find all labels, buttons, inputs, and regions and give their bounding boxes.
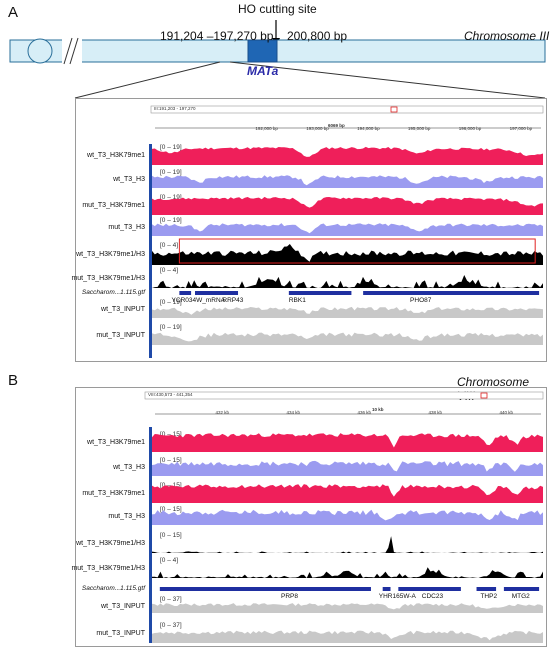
axis-tick-label: 432 kb: [215, 410, 230, 415]
coverage-track: [152, 332, 543, 345]
coverage-track: [152, 484, 543, 503]
track-label: mut_T3_H3K79me1: [82, 202, 145, 209]
track-range: [0 – 37]: [160, 622, 182, 629]
track-range: [0 – 19]: [160, 324, 182, 331]
track-label: wt_T3_H3K79me1/H3: [76, 250, 145, 258]
track-label: mut_T3_H3: [108, 513, 145, 521]
track-label: mut_T3_H3K79me1: [82, 490, 145, 497]
panel-b-letter: B: [8, 372, 19, 389]
gene-label: CDC23: [421, 593, 444, 600]
axis-tick-label: 196,000 bp: [458, 126, 482, 131]
track-label: mut_T3_H3: [108, 224, 145, 232]
browser-a-span: 6069 bp: [328, 123, 345, 128]
gene-label: PRP8: [281, 593, 298, 600]
track-label: wt_T3_INPUT: [101, 306, 145, 314]
track-label: mut_T3_H3K79me1/H3: [71, 275, 145, 282]
track-label: mut_T3_H3K79me1/H3: [71, 565, 145, 572]
gene-annotation-track: [159, 587, 540, 591]
axis-tick-label: 440 kb: [499, 410, 514, 415]
mata-locus-label: MATa: [247, 64, 279, 78]
gene-annotation-track: [179, 291, 540, 295]
track-label: wt_T3_H3K79me1: [87, 439, 145, 446]
coverage-track: [152, 306, 543, 318]
coverage-track: [152, 433, 543, 452]
browser-a-header: [149, 105, 544, 358]
track-label: wt_T3_H3: [113, 176, 145, 184]
coverage-track: [152, 223, 543, 236]
coverage-track: [152, 630, 543, 643]
track-label: wt_T3_H3: [113, 464, 145, 472]
gene-label: RBK1: [288, 297, 306, 304]
ho-cutting-site-label: HO cutting site: [238, 2, 317, 16]
track-range: [0 – 19]: [160, 144, 182, 151]
track-range: [0 – 37]: [160, 596, 182, 603]
coverage-track: [152, 146, 543, 165]
track-range: [0 – 15]: [160, 482, 182, 489]
coverage-track: [152, 567, 543, 578]
coverage-track: [152, 509, 543, 525]
track-range: [0 – 19]: [160, 194, 182, 201]
browser-b-header: [144, 391, 544, 643]
track-label: mut_T3_INPUT: [96, 332, 145, 339]
coverage-track: [152, 536, 543, 553]
browser-b-region: VIII:430,573 - 441,354: [148, 392, 193, 397]
gene-label: MTG2: [511, 593, 530, 600]
axis-tick-label: 195,000 bp: [407, 126, 431, 131]
chromosome-schematic: [9, 20, 546, 99]
track-label: wt_T3_INPUT: [101, 602, 145, 610]
coverage-track: [152, 175, 543, 188]
track-range: [0 – 4]: [160, 267, 179, 274]
axis-tick-label: 193,000 bp: [306, 126, 329, 131]
axis-tick-label: 438 kb: [428, 410, 443, 415]
track-label: wt_T3_H3K79me1/H3: [76, 540, 145, 547]
track-range: [0 – 15]: [160, 457, 182, 464]
coverage-track: [152, 603, 543, 613]
browser-a-region: III:191,203 - 197,270: [154, 106, 196, 111]
track-label: mut_T3_INPUT: [96, 630, 145, 637]
axis-tick-label: 194,000 bp: [357, 126, 380, 131]
track-range: [0 – 4]: [160, 242, 179, 249]
axis-tick-label: 197,000 bp: [509, 126, 533, 131]
browser-b-span: 10 kb: [372, 407, 384, 412]
track-label: wt_T3_H3K79me1: [87, 152, 145, 159]
axis-tick-label: 192,000 bp: [255, 126, 278, 131]
gene-label: RRP43: [222, 297, 244, 304]
track-range: [0 – 19]: [160, 217, 182, 224]
gene-label: YCR034W_mRNA: [171, 297, 226, 304]
track-range: [0 – 15]: [160, 431, 182, 438]
coverage-track: [152, 275, 543, 288]
track-range: [0 – 19]: [160, 299, 182, 306]
track-range: [0 – 15]: [160, 532, 182, 539]
coverage-track: [152, 238, 543, 265]
gene-label: PHO87: [410, 297, 432, 304]
right-coordinate: 200,800 bp: [287, 29, 348, 43]
axis-tick-label: 434 kb: [286, 410, 301, 415]
gtf-track-label: Saccharom...1.115.gtf: [81, 585, 145, 592]
gene-label: THP2: [480, 593, 498, 600]
left-coordinates: 191,204 –197,270 bp: [160, 29, 274, 43]
gtf-track-label: Saccharom...1.115.gtf: [81, 289, 145, 296]
panel-a-letter: A: [8, 4, 19, 21]
track-range: [0 – 15]: [160, 506, 182, 513]
axis-tick-label: 436 kb: [357, 410, 372, 415]
chromosome-iii-label: Chromosome III: [464, 29, 550, 43]
track-range: [0 – 4]: [160, 557, 179, 564]
gene-label: YHR165W-A: [378, 593, 416, 600]
coverage-track: [152, 196, 543, 215]
coverage-track: [152, 460, 543, 476]
track-range: [0 – 19]: [160, 169, 182, 176]
